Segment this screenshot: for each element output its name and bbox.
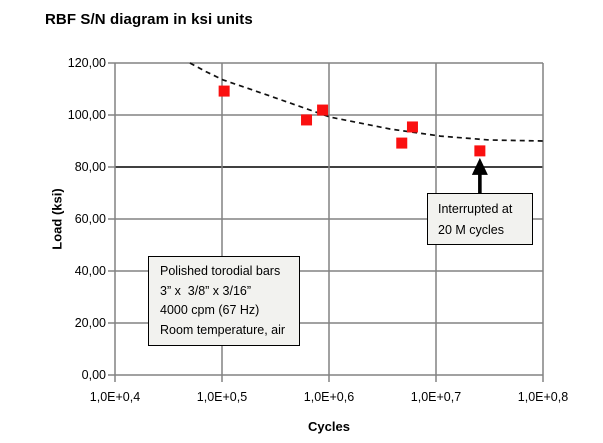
data-point [317, 104, 329, 116]
y-tick-label: 0,00 [81, 367, 106, 382]
specimen-info-line: Polished torodial bars [160, 264, 281, 278]
y-tick-label: 100,00 [67, 107, 106, 122]
chart-title: RBF S/N diagram in ksi units [45, 11, 253, 28]
specimen-info-box: Polished torodial bars 3” x 3/8” x 3/16”… [148, 256, 300, 346]
arrow-up-icon [471, 157, 488, 175]
specimen-info-line: 3” x 3/8” x 3/16” [160, 283, 252, 298]
data-point [218, 85, 230, 97]
specimen-info-line: Room temperature, air [160, 322, 286, 337]
x-tick-label: 1,0E+0,8 [517, 390, 569, 404]
interrupted-annotation-line: 20 M cycles [438, 223, 504, 237]
data-point [301, 114, 313, 126]
x-tick-label: 1,0E+0,7 [410, 390, 462, 404]
x-axis-title: Cycles [308, 419, 350, 434]
x-tick-label: 1,0E+0,6 [303, 390, 355, 404]
specimen-info-line: 4000 cpm (67 Hz) [160, 303, 260, 317]
trend-curve [189, 62, 544, 142]
interrupted-annotation-box: Interrupted at 20 M cycles [427, 193, 533, 245]
data-point [406, 121, 418, 133]
x-tick-label: 1,0E+0,5 [196, 390, 248, 404]
y-tick-label: 20,00 [74, 315, 106, 330]
y-tick-label: 80,00 [74, 159, 106, 174]
arrow-shaft [478, 172, 482, 194]
data-point [396, 137, 408, 149]
data-point [474, 145, 486, 157]
interrupted-annotation-line: Interrupted at [438, 202, 513, 216]
y-tick-label: 40,00 [74, 263, 106, 278]
x-tick-label: 1,0E+0,4 [89, 390, 141, 404]
y-tick-label: 60,00 [74, 211, 106, 226]
y-tick-label: 120,00 [67, 55, 106, 70]
